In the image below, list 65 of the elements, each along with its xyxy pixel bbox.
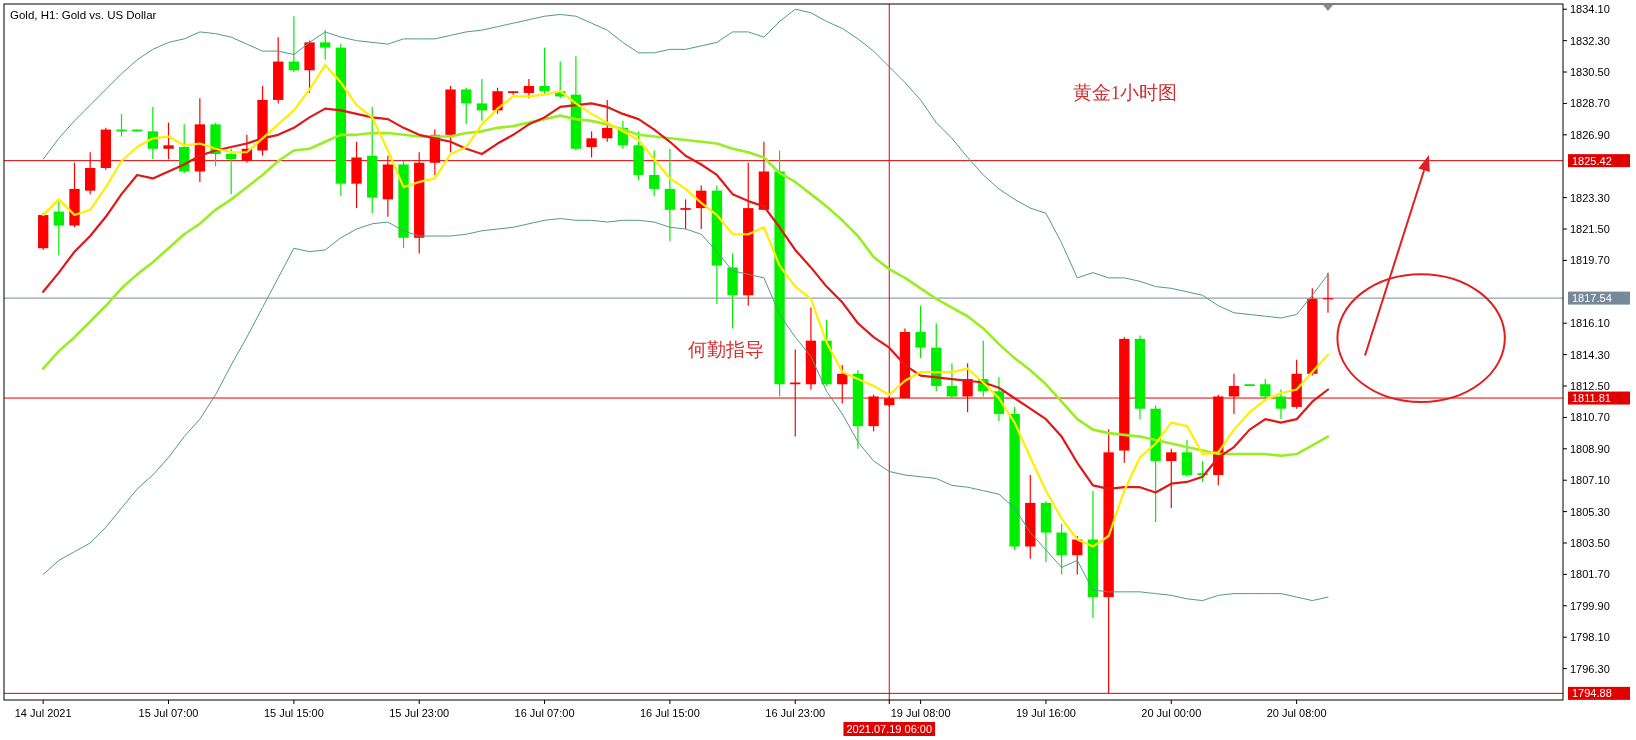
candlestick (320, 29, 331, 61)
y-tick-label: 1801.70 (1570, 568, 1610, 581)
candlestick (915, 305, 926, 359)
candlestick (1056, 523, 1067, 576)
y-tick-label: 1796.30 (1570, 662, 1610, 675)
candlestick (492, 87, 503, 115)
x-tick-label: 19 Jul 08:00 (890, 707, 951, 719)
candlestick (1166, 448, 1177, 509)
x-tick-label: 15 Jul 07:00 (138, 707, 199, 719)
annotation: 黄金1小时图 (1072, 81, 1178, 103)
candlestick (461, 87, 472, 125)
candlestick (946, 362, 958, 399)
y-tick-label: 1798.10 (1570, 631, 1610, 644)
y-tick-label: 1834.10 (1570, 3, 1610, 16)
candlestick (1181, 439, 1193, 478)
x-tick-label: 16 Jul 07:00 (514, 707, 575, 719)
candlestick (523, 78, 535, 99)
y-tick-label: 1814.30 (1570, 348, 1610, 361)
candlestick (1275, 388, 1287, 420)
candlestick (837, 364, 848, 405)
y-tick-label: 1808.90 (1570, 442, 1610, 455)
y-tick-label: 1799.90 (1570, 599, 1610, 612)
y-tick-label: 1807.10 (1570, 474, 1610, 487)
ref-line-label: 1794.88 (1572, 687, 1612, 700)
chart-title: Gold, H1: Gold vs. US Dollar (10, 9, 157, 21)
y-tick-label: 1803.50 (1570, 537, 1610, 550)
x-tick-label: 15 Jul 23:00 (389, 707, 450, 719)
candlestick (649, 149, 660, 197)
line-series (42, 8, 1329, 319)
y-tick-label: 1821.50 (1570, 223, 1610, 236)
y-tick-label: 1819.70 (1570, 254, 1610, 267)
y-tick-label: 1830.50 (1570, 66, 1610, 79)
candlestick (586, 130, 597, 159)
candlestick (664, 148, 676, 242)
x-tick-label: 16 Jul 23:00 (765, 707, 826, 719)
candlestick (1228, 373, 1240, 415)
candlestick (1260, 378, 1271, 399)
x-tick-label: 19 Jul 16:00 (1015, 707, 1076, 719)
candlestick (962, 362, 973, 413)
candlestick (680, 198, 691, 230)
y-tick-label: 1810.70 (1570, 411, 1610, 424)
x-tick-label: 16 Jul 15:00 (639, 707, 700, 719)
ref-line-label: 1825.42 (1572, 154, 1612, 167)
x-tick-label: 15 Jul 15:00 (263, 707, 324, 719)
y-tick-label: 1826.90 (1570, 128, 1610, 141)
y-tick-label: 1832.30 (1570, 34, 1610, 47)
y-tick-label: 1816.10 (1570, 317, 1610, 330)
candlestick (476, 78, 488, 122)
x-tick-label: 20 Jul 00:00 (1141, 707, 1202, 719)
ref-line-label: 1817.54 (1572, 292, 1612, 305)
y-tick-label: 1828.70 (1570, 97, 1610, 110)
line-series (42, 218, 1329, 602)
annotation: 何勤指导 (687, 339, 764, 361)
candlestick (85, 151, 96, 195)
x-tick-label: 20 Jul 08:00 (1266, 707, 1327, 719)
x-tick-label: 2021.07.19 06:00 (846, 723, 933, 735)
candlestick (602, 99, 613, 143)
ref-line-label: 1811.81 (1572, 392, 1611, 405)
x-tick-label: 14 Jul 2021 (14, 707, 72, 719)
candlestick (163, 122, 174, 160)
candlestick (226, 148, 237, 195)
y-tick-label: 1812.50 (1570, 380, 1610, 393)
candlestick (539, 47, 550, 96)
y-tick-label: 1823.30 (1570, 191, 1610, 204)
y-tick-label: 1805.30 (1570, 505, 1610, 518)
